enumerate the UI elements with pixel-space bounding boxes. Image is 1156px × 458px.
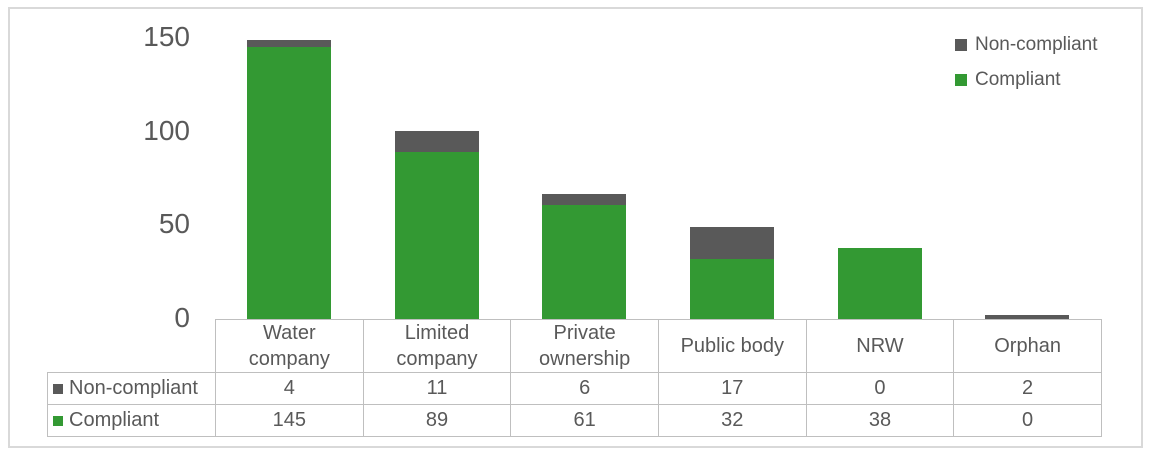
bar-segment-compliant-nrw — [837, 248, 922, 319]
series-name: Compliant — [69, 409, 160, 431]
table-corner-cell — [48, 320, 216, 373]
legend-swatch-icon — [955, 74, 967, 86]
bar-segment-non-compliant-water-company — [246, 40, 331, 47]
table-header-public-body: Public body — [657, 319, 807, 373]
bar-segment-non-compliant-public-body — [689, 227, 774, 259]
series-name: Non-compliant — [69, 377, 198, 399]
y-axis-tick-label: 100 — [143, 114, 190, 146]
table-header-nrw: NRW — [805, 319, 955, 373]
table-header-water-company: Water company — [215, 319, 364, 373]
table-row-label-compliant: Compliant — [47, 404, 216, 437]
data-table: Water company Limited company Private owne… — [47, 319, 1102, 437]
bar-segment-compliant-private-ownership — [542, 205, 627, 319]
table-value-cell: 17 — [657, 372, 807, 405]
table-value-cell: 11 — [362, 372, 512, 405]
chart-frame — [8, 7, 1143, 448]
table-header-private-ownership: Private ownership — [510, 319, 659, 373]
table-value-cell: 4 — [215, 372, 364, 405]
bar-segment-compliant-water-company — [246, 47, 331, 319]
table-value-cell: 0 — [805, 372, 955, 405]
table-value-cell: 38 — [805, 404, 955, 437]
y-axis-tick-label: 50 — [158, 208, 190, 240]
series-marker-icon — [53, 416, 63, 426]
legend-entry-compliant: Compliant — [955, 67, 1098, 93]
bar-segment-compliant-limited-company — [394, 152, 479, 319]
legend-entry-non-compliant: Non-compliant — [955, 32, 1098, 58]
table-value-cell: 2 — [953, 372, 1102, 405]
table-value-cell: 61 — [510, 404, 659, 437]
legend: Non-compliant Compliant — [955, 32, 1098, 102]
table-value-cell: 32 — [657, 404, 807, 437]
bar-segment-non-compliant-limited-company — [394, 131, 479, 152]
data-table-grid: Water company Limited company Private owne… — [47, 319, 1102, 437]
bar-segment-non-compliant-private-ownership — [542, 194, 627, 205]
table-row-label-non-compliant: Non-compliant — [47, 372, 216, 405]
y-axis-tick-label: 150 — [143, 21, 190, 52]
bar-segment-compliant-public-body — [689, 259, 774, 319]
table-header-limited-company: Limited company — [362, 319, 512, 373]
table-value-cell: 89 — [362, 404, 512, 437]
legend-swatch-icon — [955, 39, 967, 51]
bar-segment-non-compliant-orphan — [985, 315, 1070, 319]
y-axis-tick-label: 0 — [174, 302, 190, 333]
table-header-orphan: Orphan — [953, 319, 1102, 373]
table-value-cell: 0 — [953, 404, 1102, 437]
table-value-cell: 6 — [510, 372, 659, 405]
table-value-cell: 145 — [215, 404, 364, 437]
series-marker-icon — [53, 384, 63, 394]
legend-label: Compliant — [975, 69, 1061, 90]
legend-label: Non-compliant — [975, 34, 1098, 55]
